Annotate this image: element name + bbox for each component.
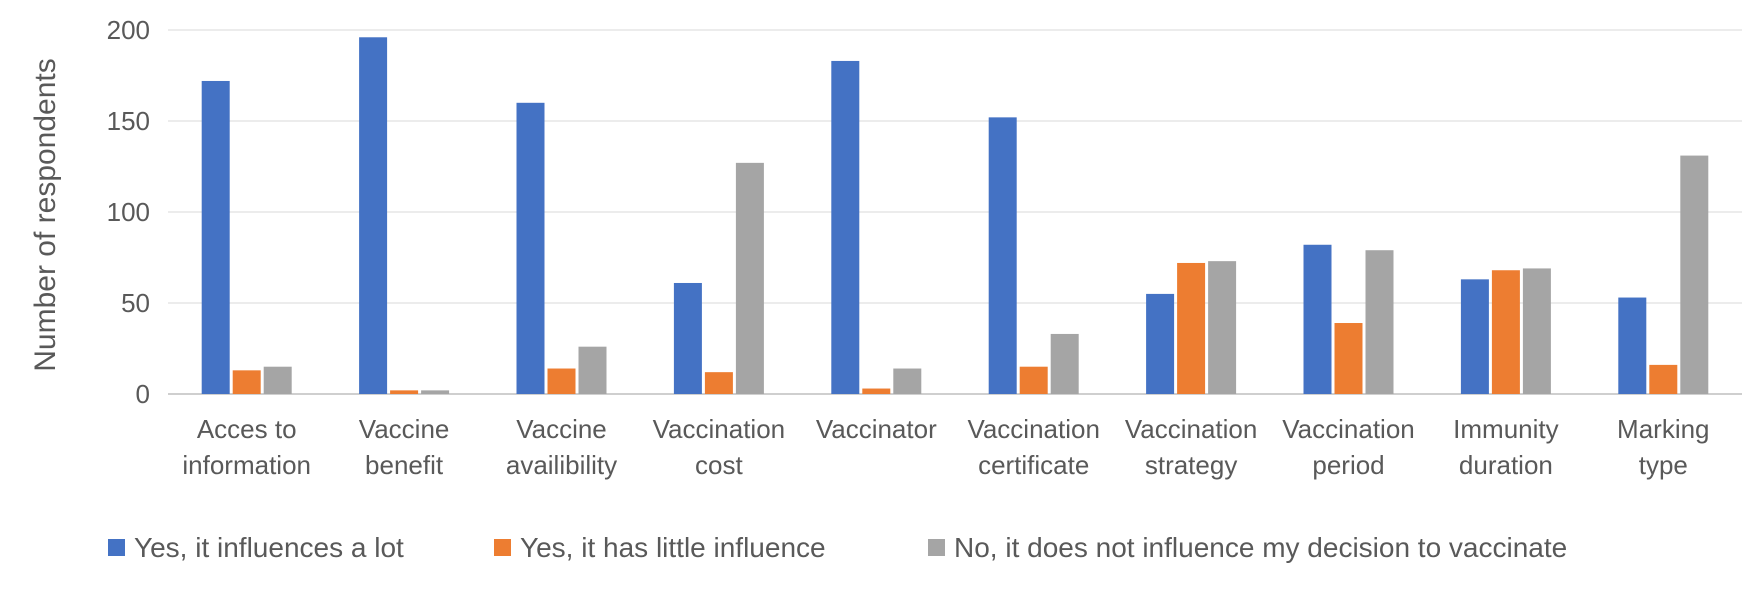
x-category-label: Vaccine availibility xyxy=(506,414,617,480)
bar-3-8 xyxy=(1365,250,1394,394)
x-category-label: Vaccination strategy xyxy=(1125,414,1258,480)
x-category-label-line: availibility xyxy=(506,450,617,480)
bar-2-5 xyxy=(862,388,891,394)
legend: Yes, it influences a lot Yes, it has litt… xyxy=(108,532,1567,563)
bar-3-6 xyxy=(1050,333,1079,394)
x-category-label-line: Vaccination xyxy=(653,414,786,444)
x-category-label-line: certificate xyxy=(978,450,1089,480)
x-category-label: Marking type xyxy=(1617,414,1709,480)
bar-2-10 xyxy=(1649,364,1678,394)
bar-1-10 xyxy=(1618,297,1647,394)
legend-swatch-3 xyxy=(928,539,945,556)
bar-3-7 xyxy=(1208,261,1237,394)
bar-2-6 xyxy=(1019,366,1048,394)
bar-3-2 xyxy=(421,390,450,394)
x-category-label-line: Immunity xyxy=(1453,414,1558,444)
x-category-label-line: Vaccine xyxy=(359,414,450,444)
x-category-label-line: duration xyxy=(1459,450,1553,480)
x-category-label-line: type xyxy=(1639,450,1688,480)
x-category-label: Immunity duration xyxy=(1453,414,1558,480)
bar-1-3 xyxy=(516,102,545,395)
bar-1-2 xyxy=(359,37,388,394)
y-tick-label: 50 xyxy=(121,288,150,318)
bar-2-1 xyxy=(232,370,261,394)
bar-1-6 xyxy=(988,117,1017,395)
bar-3-5 xyxy=(893,368,922,394)
bar-1-7 xyxy=(1146,293,1175,394)
bar-3-10 xyxy=(1680,155,1709,394)
x-category-label-line: Vaccination xyxy=(1125,414,1258,444)
legend-swatch-2 xyxy=(494,539,511,556)
bar-2-9 xyxy=(1491,270,1520,394)
x-category-label: Acces to information xyxy=(182,414,311,480)
bar-1-5 xyxy=(831,60,860,394)
x-category-label-line: Vaccination xyxy=(967,414,1100,444)
legend-label-1: Yes, it influences a lot xyxy=(134,532,404,563)
y-axis-title: Number of respondents xyxy=(29,58,62,372)
bar-2-8 xyxy=(1334,323,1363,394)
y-tick-label: 200 xyxy=(107,15,150,45)
x-category-label: Vaccinator xyxy=(816,414,937,444)
y-tick-label: 100 xyxy=(107,197,150,227)
y-axis-ticks: 0 50 100 150 200 xyxy=(107,15,150,409)
bar-3-9 xyxy=(1522,268,1551,394)
x-category-label-line: Acces to xyxy=(197,414,297,444)
x-category-label-line: information xyxy=(182,450,311,480)
y-tick-label: 150 xyxy=(107,106,150,136)
legend-label-2: Yes, it has little influence xyxy=(520,532,826,563)
x-category-label-line: Vaccine xyxy=(516,414,607,444)
x-category-label-line: benefit xyxy=(365,450,444,480)
bar-3-4 xyxy=(735,162,764,394)
bar-1-4 xyxy=(673,282,702,394)
x-category-label-line: Vaccinator xyxy=(816,414,937,444)
bar-2-3 xyxy=(547,368,576,394)
bar-1-8 xyxy=(1303,244,1332,394)
x-category-label-line: strategy xyxy=(1145,450,1238,480)
bar-2-2 xyxy=(390,390,419,394)
bars xyxy=(201,37,1709,395)
x-category-label-line: Marking xyxy=(1617,414,1709,444)
bar-2-4 xyxy=(704,372,733,394)
bar-3-3 xyxy=(578,346,607,394)
legend-swatch-1 xyxy=(108,539,125,556)
bar-3-1 xyxy=(263,366,292,394)
bar-1-1 xyxy=(201,80,230,395)
bar-2-7 xyxy=(1177,262,1206,394)
x-category-label: Vaccination certificate xyxy=(967,414,1100,480)
x-category-label: Vaccination cost xyxy=(653,414,786,480)
x-category-label-line: period xyxy=(1312,450,1384,480)
x-category-label: Vaccination period xyxy=(1282,414,1415,480)
legend-label-3: No, it does not influence my decision to… xyxy=(954,532,1567,563)
x-category-label: Vaccine benefit xyxy=(359,414,450,480)
y-tick-label: 0 xyxy=(136,379,150,409)
x-category-label-line: cost xyxy=(695,450,743,480)
bar-1-9 xyxy=(1460,279,1489,394)
x-category-label-line: Vaccination xyxy=(1282,414,1415,444)
